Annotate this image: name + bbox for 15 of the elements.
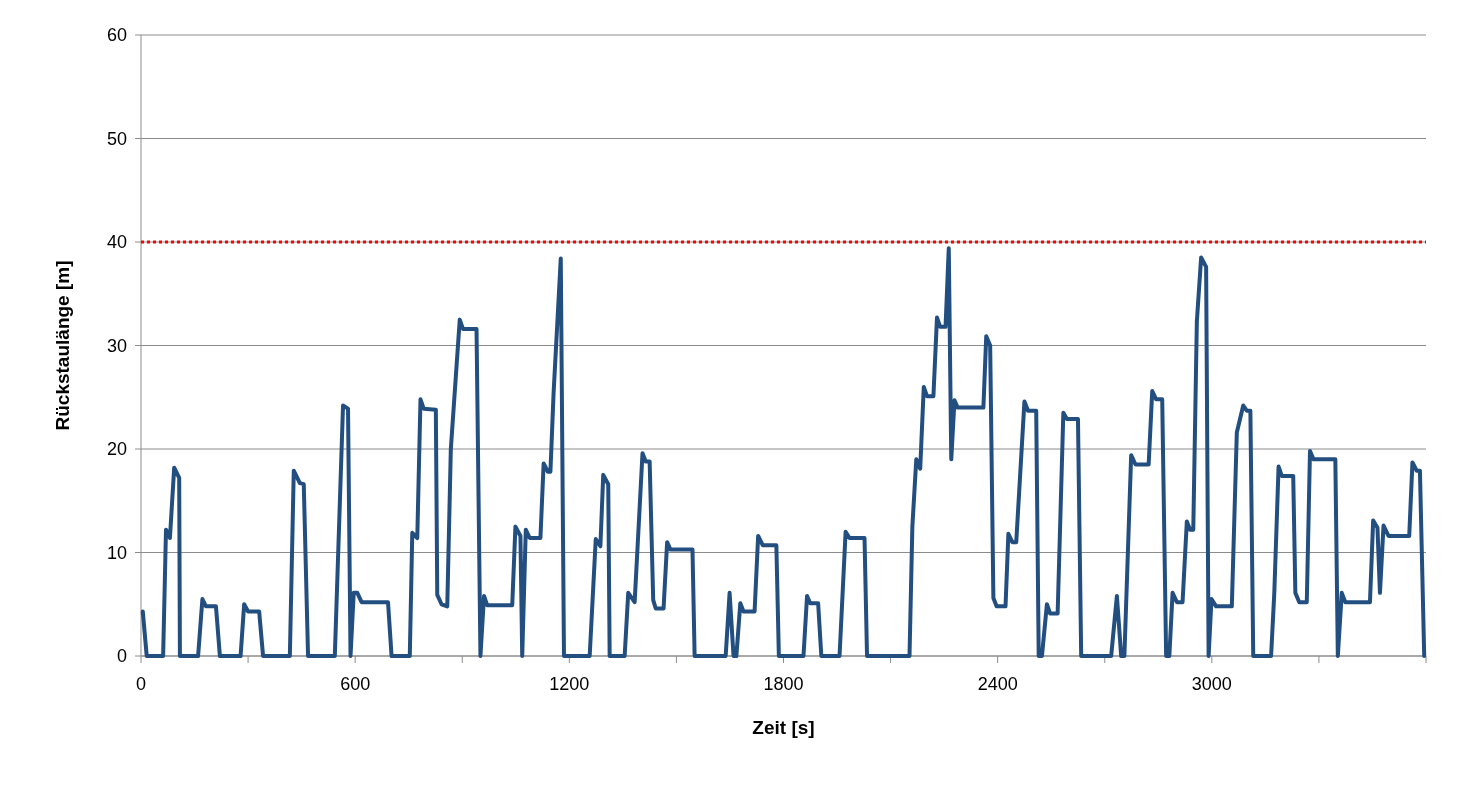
y-axis-title: Rückstaulänge [m] [52,260,73,431]
x-tick-label: 0 [135,674,147,694]
x-tick-label: 600 [340,674,371,694]
y-tick-label: 20 [106,439,127,460]
x-axis-title: Zeit [s] [752,717,815,738]
y-tick-label: 60 [106,25,127,46]
x-tick-label: 1800 [763,674,804,694]
x-tick-label: 2400 [977,674,1018,694]
y-tick-label: 40 [106,232,127,253]
y-tick-label: 0 [116,646,127,667]
x-tick-label: 1200 [549,674,590,694]
y-tick-label: 50 [106,128,127,149]
y-tick-label: 10 [106,542,127,563]
x-tick-label: 3000 [1191,674,1232,694]
y-tick-label: 30 [106,335,127,356]
